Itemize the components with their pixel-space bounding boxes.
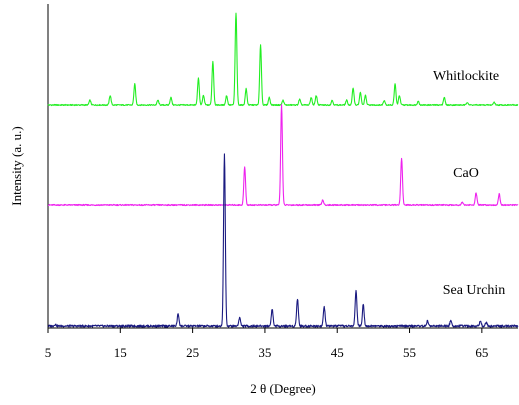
plot-area	[47, 4, 518, 329]
x-tick-label: 35	[258, 345, 271, 360]
series-line-sea-urchin	[47, 153, 519, 328]
x-axis-ticks: 5 15 25 35 45 55 65	[45, 328, 488, 360]
x-tick-label: 5	[45, 345, 52, 360]
series-label-cao: CaO	[453, 166, 479, 181]
x-tick-label: 15	[114, 345, 127, 360]
series-line-cao	[47, 104, 519, 207]
series-labels: Whitlockite CaO Sea Urchin	[433, 69, 505, 298]
series-label-whitlockite: Whitlockite	[433, 69, 499, 84]
x-tick-label: 65	[475, 345, 488, 360]
x-axis-label: 2 θ (Degree)	[250, 381, 315, 396]
x-tick-label: 25	[186, 345, 199, 360]
x-tick-label: 55	[403, 345, 416, 360]
series-label-sea-urchin: Sea Urchin	[443, 283, 506, 298]
x-tick-label: 45	[331, 345, 344, 360]
y-axis-label: Intensity (a. u.)	[9, 126, 24, 205]
series-line-whitlockite	[47, 12, 519, 107]
series-group	[47, 12, 519, 328]
